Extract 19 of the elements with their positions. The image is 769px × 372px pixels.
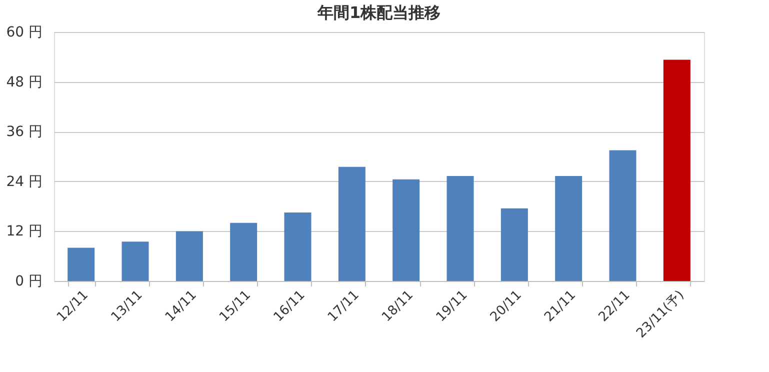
y-tick-label: 24 円: [6, 174, 42, 190]
y-tick-label: 36 円: [6, 124, 42, 140]
chart-title: 年間1株配当推移: [316, 3, 441, 22]
bar: [663, 60, 690, 281]
y-tick-label: 60 円: [6, 24, 42, 40]
y-tick-label: 48 円: [6, 74, 42, 90]
bar: [446, 176, 474, 281]
bar: [609, 150, 636, 281]
y-tick-label: 12 円: [6, 224, 42, 240]
bar: [122, 242, 149, 281]
bar: [176, 231, 203, 281]
bar: [392, 179, 420, 281]
bar: [555, 176, 582, 281]
bar: [500, 208, 528, 281]
y-tick-label: 0 円: [15, 274, 42, 290]
bar: [338, 166, 366, 281]
bar: [230, 222, 258, 281]
bar: [68, 248, 95, 281]
bar: [284, 212, 312, 281]
